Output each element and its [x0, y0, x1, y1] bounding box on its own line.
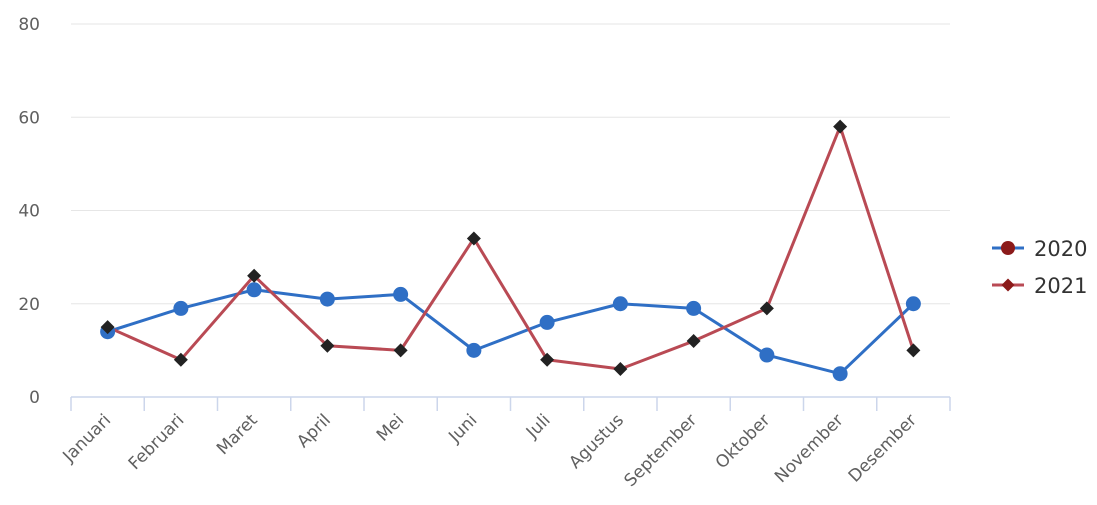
data-point[interactable]	[906, 343, 921, 358]
y-tick-label: 60	[18, 108, 40, 128]
data-point[interactable]	[686, 334, 701, 349]
data-point[interactable]	[100, 320, 115, 335]
series-2021	[106, 125, 915, 371]
legend-marker-diamond	[1001, 278, 1015, 292]
markers-2020	[100, 282, 921, 382]
y-tick-label: 20	[18, 295, 40, 315]
y-tick-label: 40	[18, 202, 40, 222]
legend-marker-circle	[1001, 241, 1015, 255]
legend-item-2020[interactable]: 2020	[992, 237, 1087, 261]
gridlines	[71, 23, 950, 305]
legend: 2020 2021	[992, 237, 1087, 298]
data-point[interactable]	[832, 366, 848, 382]
x-tick-label: Agustus	[565, 410, 628, 473]
y-tick-label: 0	[29, 388, 40, 408]
x-axis-labels: Januari Februari Maret April Mei Juni Juli Agus…	[59, 410, 921, 491]
markers-2021	[100, 119, 921, 377]
y-axis-labels: 0 20 40 60 80	[18, 15, 40, 408]
series-line-2021	[106, 125, 915, 371]
data-point[interactable]	[759, 301, 774, 316]
series-group	[100, 119, 921, 382]
series-2020	[106, 288, 915, 376]
x-tick-label: Desember	[845, 410, 921, 486]
data-point[interactable]	[246, 282, 262, 298]
x-axis	[70, 396, 951, 411]
x-tick-label: Februari	[125, 410, 189, 474]
data-point[interactable]	[833, 119, 848, 134]
x-tick-label: September	[621, 410, 702, 491]
data-point[interactable]	[247, 268, 262, 283]
data-point[interactable]	[613, 362, 628, 377]
data-point[interactable]	[905, 296, 921, 312]
data-point[interactable]	[173, 300, 189, 316]
data-point[interactable]	[759, 347, 775, 363]
data-point[interactable]	[173, 352, 188, 367]
x-tick-label: April	[293, 410, 335, 452]
data-point[interactable]	[320, 338, 335, 353]
x-tick-label: Mei	[373, 410, 408, 445]
x-tick-label: Juli	[522, 410, 555, 443]
legend-label: 2021	[1034, 274, 1087, 298]
data-point[interactable]	[686, 300, 702, 316]
x-tick-label: Oktober	[712, 410, 775, 473]
series-line-2020	[106, 288, 915, 376]
data-point[interactable]	[612, 296, 628, 312]
data-point[interactable]	[466, 231, 481, 246]
x-tick-label: Maret	[213, 410, 262, 459]
legend-label: 2020	[1034, 237, 1087, 261]
data-point[interactable]	[466, 342, 482, 358]
data-point[interactable]	[540, 352, 555, 367]
data-point[interactable]	[319, 291, 335, 307]
data-point[interactable]	[539, 314, 555, 330]
x-tick-label: Januari	[59, 410, 116, 467]
y-tick-label: 80	[18, 15, 40, 35]
x-tick-label: Juni	[444, 410, 481, 447]
data-point[interactable]	[393, 286, 409, 302]
x-tick-label: November	[771, 410, 848, 487]
legend-item-2021[interactable]: 2021	[992, 274, 1087, 298]
data-point[interactable]	[393, 343, 408, 358]
